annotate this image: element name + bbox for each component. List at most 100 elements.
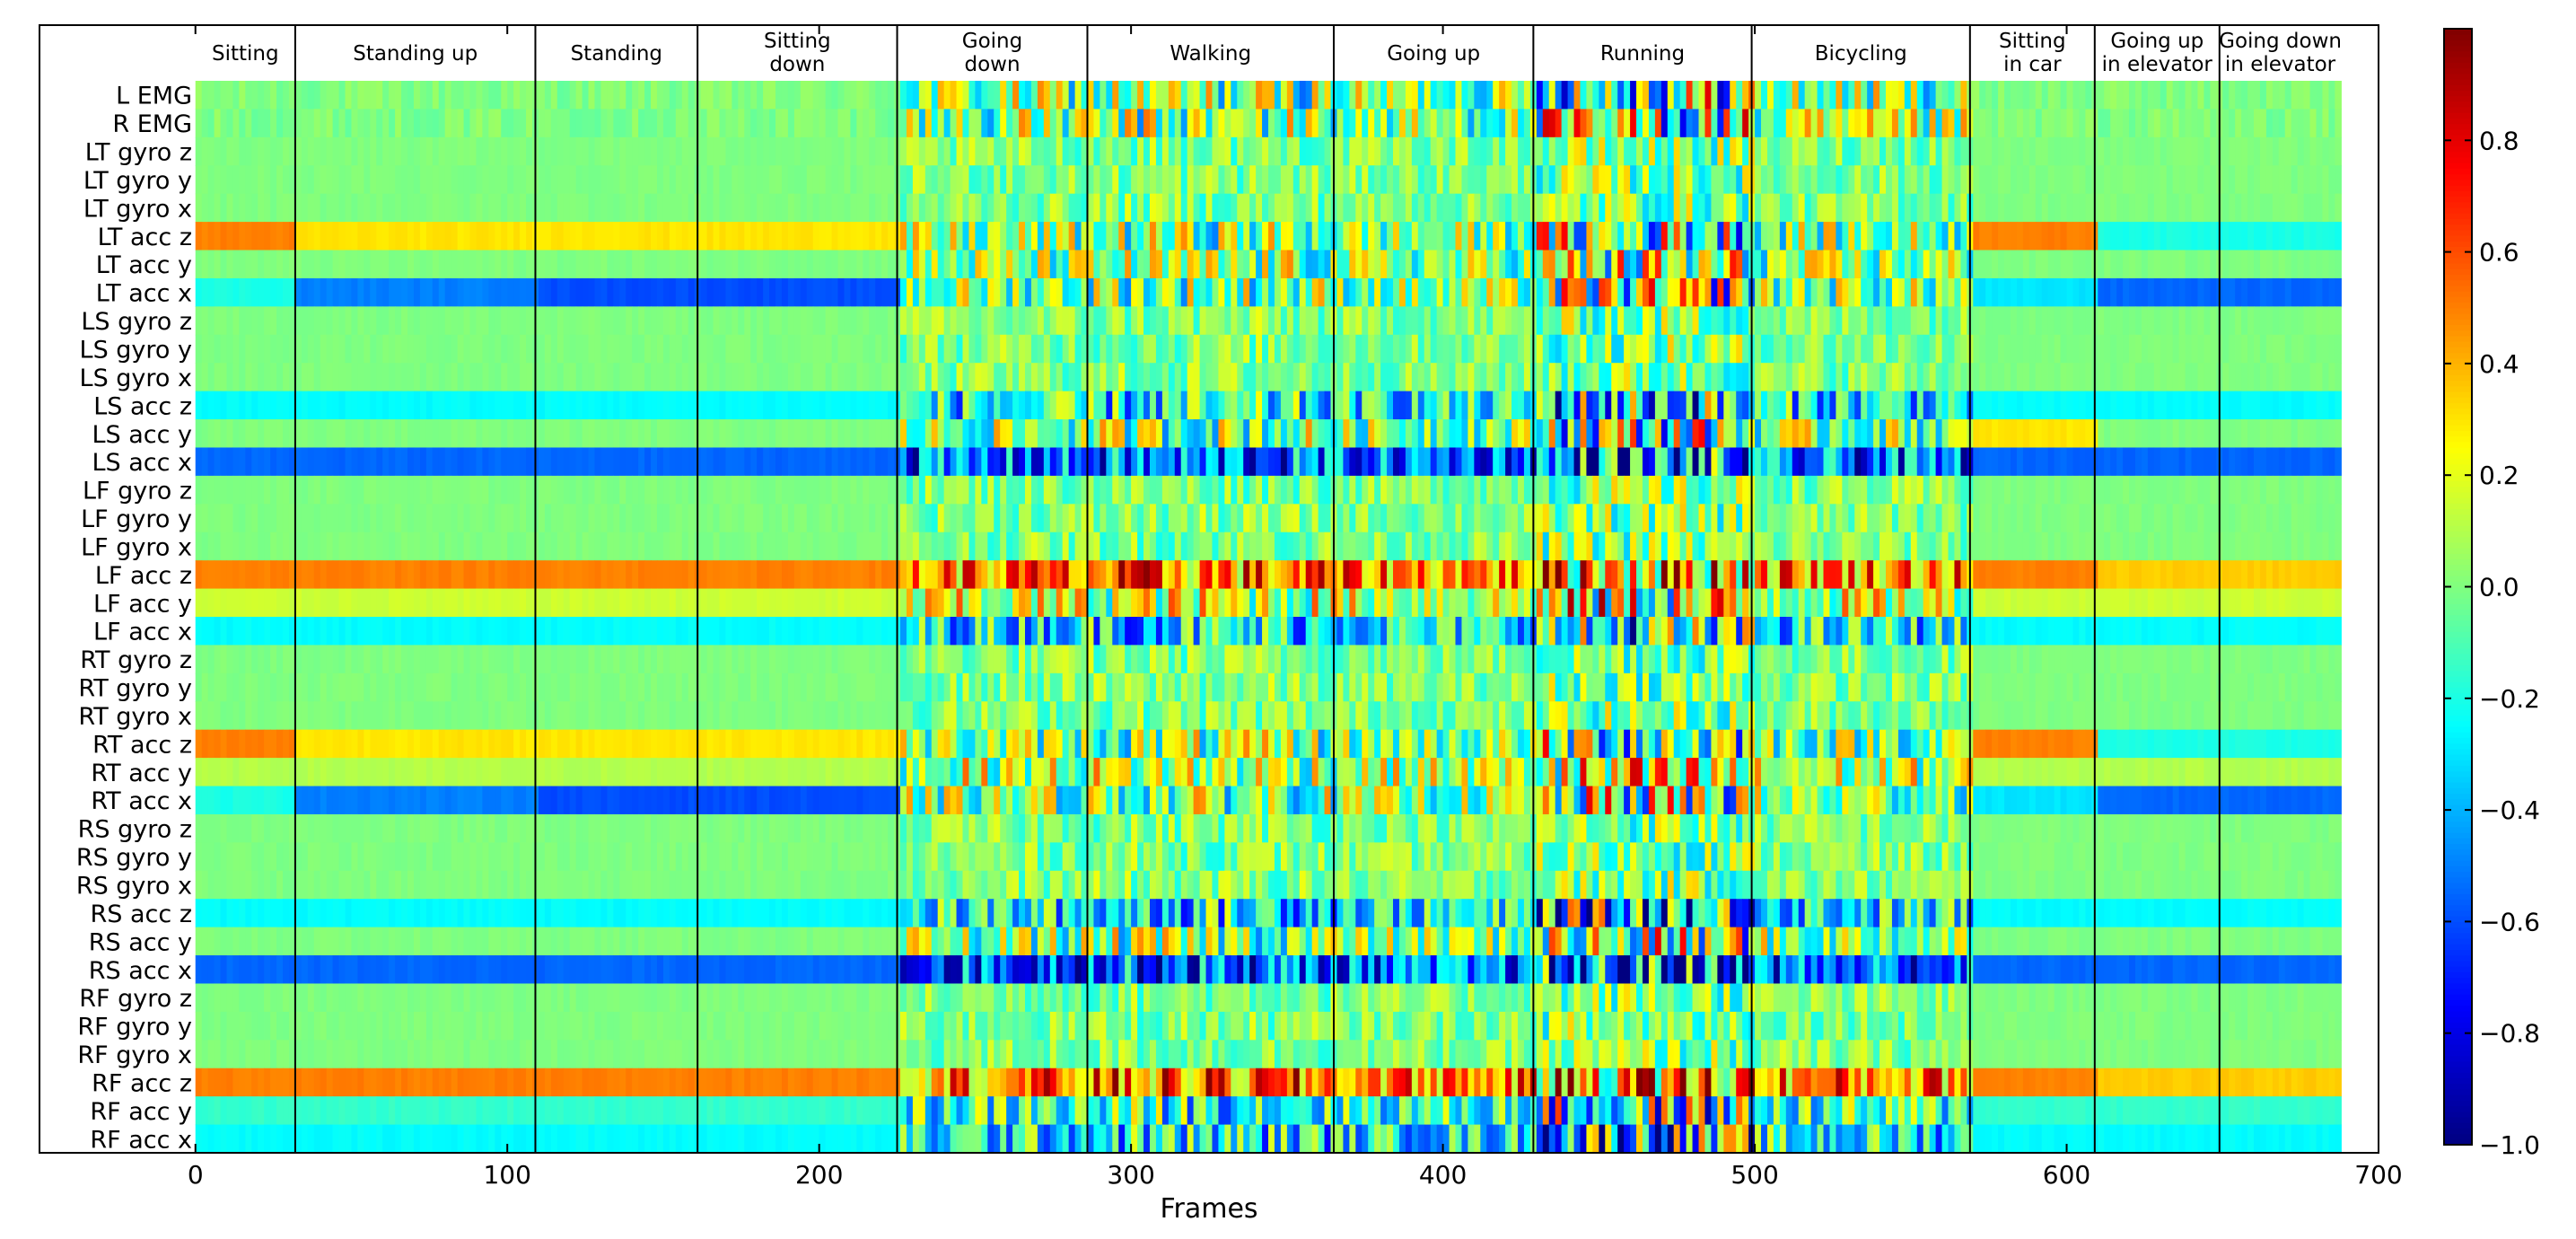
- heatmap-cell: [1243, 419, 1250, 449]
- heatmap-cell: [2016, 136, 2024, 166]
- heatmap-cell: [1836, 447, 1843, 477]
- heatmap-cell: [1992, 165, 1999, 195]
- heatmap-cell: [981, 391, 988, 420]
- heatmap-cell: [662, 81, 670, 110]
- heatmap-cell: [2172, 363, 2180, 392]
- heatmap-cell: [688, 475, 696, 505]
- heatmap-cell: [2016, 277, 2024, 307]
- heatmap-cell: [563, 81, 571, 110]
- heatmap-cell: [220, 136, 228, 166]
- heatmap-cell: [1256, 109, 1263, 138]
- heatmap-cell: [425, 165, 434, 195]
- heatmap-cell: [1761, 250, 1768, 279]
- heatmap-cell: [1424, 222, 1432, 251]
- heatmap-cell: [2297, 391, 2305, 420]
- heatmap-cell: [288, 363, 296, 392]
- heatmap-cell: [1000, 136, 1007, 166]
- heatmap-cell: [1592, 306, 1599, 336]
- heatmap-cell: [2004, 419, 2011, 449]
- heatmap-cell: [1592, 363, 1599, 392]
- heatmap-cell: [438, 136, 446, 166]
- heatmap-cell: [563, 222, 571, 251]
- heatmap-cell: [258, 165, 265, 195]
- heatmap-cell: [651, 81, 658, 110]
- heatmap-cell: [2197, 363, 2205, 392]
- heatmap-cell: [1542, 81, 1550, 110]
- heatmap-cell: [1916, 363, 1924, 392]
- heatmap-cell: [613, 419, 620, 449]
- heatmap-cell: [301, 391, 309, 420]
- heatmap-cell: [2259, 193, 2267, 223]
- heatmap-cell: [1106, 109, 1113, 138]
- heatmap-cell: [395, 193, 402, 223]
- heatmap-cell: [1311, 193, 1319, 223]
- heatmap-cell: [2129, 222, 2136, 251]
- heatmap-cell: [1755, 109, 1762, 138]
- heatmap-cell: [1935, 109, 1943, 138]
- heatmap-cell: [1268, 81, 1275, 110]
- heatmap-cell: [644, 193, 652, 223]
- heatmap-cell: [1461, 136, 1468, 166]
- heatmap-cell: [1505, 109, 1512, 138]
- heatmap-cell: [1929, 447, 1937, 477]
- heatmap-cell: [757, 250, 764, 279]
- heatmap-cell: [1766, 165, 1774, 195]
- heatmap-cell: [469, 81, 478, 110]
- heatmap-cell: [239, 475, 246, 505]
- heatmap-cell: [1599, 277, 1606, 307]
- heatmap-cell: [719, 109, 727, 138]
- heatmap-cell: [520, 334, 527, 364]
- heatmap-cell: [1231, 419, 1238, 449]
- heatmap-cell: [575, 306, 583, 336]
- heatmap-cell: [1037, 165, 1045, 195]
- heatmap-cell: [2028, 109, 2037, 138]
- heatmap-cell: [1037, 250, 1045, 279]
- heatmap-cell: [662, 363, 670, 392]
- heatmap-cell: [2328, 419, 2335, 449]
- heatmap-cell: [781, 109, 789, 138]
- heatmap-cell: [407, 222, 415, 251]
- heatmap-cell: [1062, 193, 1070, 223]
- heatmap-cell: [787, 391, 795, 420]
- heatmap-cell: [1137, 222, 1144, 251]
- heatmap-cell: [619, 193, 626, 223]
- heatmap-cell: [1642, 222, 1650, 251]
- heatmap-cell: [1998, 250, 2005, 279]
- heatmap-cell: [669, 391, 677, 420]
- heatmap-cell: [713, 334, 721, 364]
- heatmap-cell: [588, 277, 596, 307]
- heatmap-cell: [1131, 419, 1138, 449]
- heatmap-cell: [294, 363, 302, 392]
- heatmap-cell: [931, 136, 939, 166]
- heatmap-cell: [1555, 391, 1563, 420]
- heatmap-cell: [725, 419, 732, 449]
- heatmap-cell: [425, 81, 434, 110]
- heatmap-cell: [413, 447, 421, 477]
- heatmap-cell: [588, 306, 596, 336]
- heatmap-cell: [444, 391, 452, 420]
- heatmap-cell: [232, 250, 240, 279]
- heatmap-cell: [1062, 250, 1070, 279]
- heatmap-cell: [338, 363, 346, 392]
- heatmap-cell: [632, 277, 639, 307]
- heatmap-cell: [1286, 250, 1294, 279]
- heatmap-cell: [937, 193, 945, 223]
- heatmap-cell: [1904, 306, 1912, 336]
- heatmap-cell: [2153, 250, 2161, 279]
- heatmap-cell: [226, 222, 234, 251]
- heatmap-cell: [351, 136, 359, 166]
- heatmap-cell: [594, 81, 602, 110]
- heatmap-cell: [438, 447, 446, 477]
- heatmap-cell: [1168, 136, 1176, 166]
- heatmap-cell: [1455, 419, 1463, 449]
- heatmap-cell: [588, 334, 596, 364]
- heatmap-cell: [425, 363, 434, 392]
- heatmap-cell: [1886, 165, 1893, 195]
- heatmap-cell: [2185, 222, 2193, 251]
- heatmap-cell: [307, 277, 315, 307]
- heatmap-cell: [757, 447, 764, 477]
- heatmap-cell: [1561, 391, 1569, 420]
- heatmap-cell: [1436, 391, 1444, 420]
- heatmap-cell: [738, 447, 745, 477]
- heatmap-cell: [1586, 109, 1593, 138]
